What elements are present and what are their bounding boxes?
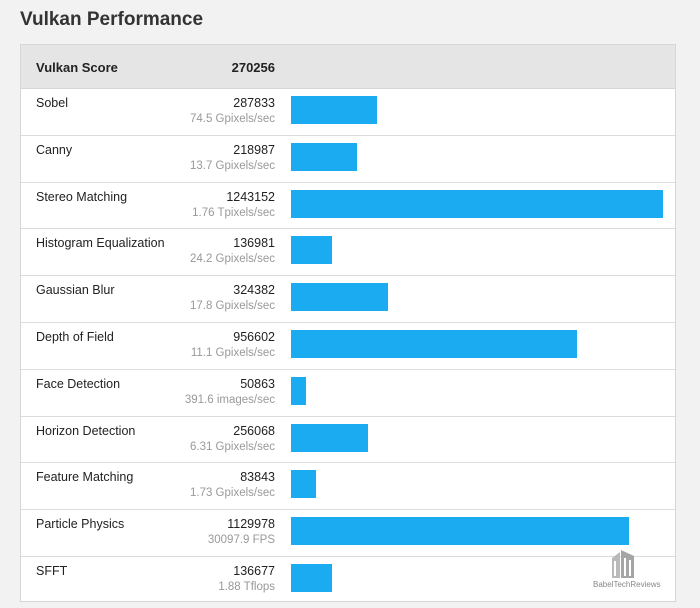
test-name: Sobel [36,96,68,110]
score-bar [291,470,317,499]
watermark-text: BabelTechReviews [593,580,661,589]
table-row: Histogram Equalization 136981 24.2 Gpixels… [21,229,675,277]
table-row: Feature Matching 83843 1.73 Gpixels/sec [21,463,675,511]
test-throughput: 6.31 Gpixels/sec [189,440,275,453]
table-row: Depth of Field 956602 11.1 Gpixels/sec [21,323,675,370]
header-row: Vulkan Score 270256 [21,45,675,89]
table-row: Particle Physics 1129978 30097.9 FPS [21,510,675,557]
test-name: Histogram Equalization [36,236,165,251]
building-logo-icon [612,550,634,578]
test-score: 1243152 [226,189,275,204]
test-throughput: 24.2 Gpixels/sec [189,253,275,266]
test-score: 83843 [240,470,275,485]
score-bar [291,142,357,171]
benchmark-rows: Sobel 287833 74.5 Gpixels/sec Canny 218987 13… [21,89,675,604]
test-throughput: 17.8 Gpixels/sec [189,300,275,313]
score-bar [291,329,578,358]
test-name: Depth of Field [36,329,114,344]
test-name: Face Detection [36,376,121,391]
score-bar [291,376,307,405]
table-row: Face Detection 50863 391.6 images/sec [21,370,675,417]
test-score: 324382 [233,283,275,298]
table-row: Horizon Detection 256068 6.31 Gpixels/sec [21,417,675,464]
test-name: Feature Matching [36,470,134,485]
score-bar-track [291,329,663,358]
score-bar [291,96,378,124]
test-throughput: 1.73 Gpixels/sec [189,487,275,500]
score-bar [291,236,332,265]
table-row: Gaussian Blur 324382 17.8 Gpixels/sec [21,276,675,323]
test-score: 136677 [233,563,275,578]
score-bar-track [291,142,663,171]
test-name: Particle Physics [36,517,125,532]
score-bar-track [291,376,663,405]
results-panel: Vulkan Score 270256 Sobel 287833 74.5 Gpix… [20,44,676,602]
score-bar-track [291,423,663,452]
test-name: SFFT [36,563,68,578]
score-bar [291,283,389,312]
table-row: Sobel 287833 74.5 Gpixels/sec [21,89,675,136]
score-bar-track [291,283,663,312]
test-score: 136981 [233,236,275,251]
test-throughput: 391.6 images/sec [184,393,275,406]
score-bar-track [291,517,663,546]
test-score: 956602 [233,329,275,344]
test-name: Canny [36,142,73,157]
test-name: Stereo Matching [36,189,128,204]
table-row: Stereo Matching 1243152 1.76 Tpixels/sec [21,183,675,230]
score-bar [291,517,630,546]
test-name: Horizon Detection [36,423,136,438]
score-bar-track [291,189,663,218]
score-bar-track [291,96,663,124]
score-bar-track [291,236,663,265]
score-bar-track [291,563,663,592]
test-score: 1129978 [227,517,275,532]
score-bar [291,563,332,592]
test-throughput: 1.76 Tpixels/sec [192,206,275,219]
test-throughput: 11.1 Gpixels/sec [190,346,275,359]
page-title: Vulkan Performance [20,9,204,30]
score-bar-track [291,470,663,499]
score-bar [291,423,368,452]
test-throughput: 30097.9 FPS [207,534,275,547]
test-throughput: 74.5 Gpixels/sec [189,113,275,125]
test-throughput: 1.88 Tflops [218,580,275,593]
table-row: Canny 218987 13.7 Gpixels/sec [21,136,675,183]
overall-score-label: Vulkan Score [36,60,118,75]
overall-score-value: 270256 [231,60,275,75]
test-score: 50863 [240,376,275,391]
test-score: 287833 [233,96,275,110]
table-row: SFFT 136677 1.88 Tflops [21,557,675,604]
test-score: 218987 [233,142,275,157]
watermark: BabelTechReviews [593,548,661,589]
test-throughput: 13.7 Gpixels/sec [189,159,275,172]
test-name: Gaussian Blur [36,283,115,298]
score-bar [291,189,663,218]
test-score: 256068 [233,423,275,438]
